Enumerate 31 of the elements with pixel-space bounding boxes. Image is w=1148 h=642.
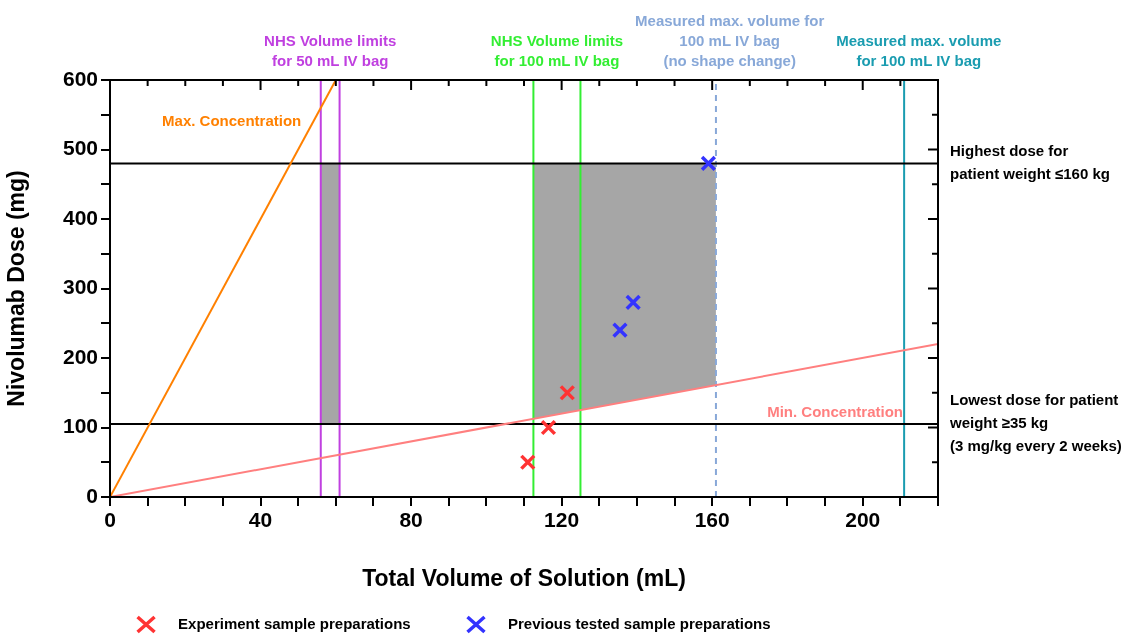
- x-tick-label: 80: [399, 508, 423, 532]
- y-tick-label: 600: [62, 66, 98, 90]
- point: [519, 454, 536, 471]
- series-label: Min. Concentration: [767, 402, 903, 420]
- ref-line-label: Highest dose for patient weight ≤160 kg: [950, 142, 1110, 183]
- series-label: Max. Concentration: [162, 111, 302, 129]
- x-tick-label: 0: [104, 508, 116, 532]
- y-tick-label: 200: [62, 344, 98, 368]
- point: [559, 384, 576, 401]
- x-tick-label: 200: [845, 508, 881, 532]
- point: [540, 419, 557, 436]
- point: [611, 322, 629, 339]
- legend-label: Experiment sample preparations: [165, 614, 445, 632]
- x-tick-label: 120: [544, 508, 580, 532]
- legend-label: Previous tested sample preparations: [495, 614, 804, 632]
- x-tick-label: 160: [694, 508, 730, 532]
- x-tick-label: 40: [248, 508, 273, 532]
- y-tick-label: 300: [62, 275, 98, 299]
- ref-line-label: Measured max. volume for 100 mL IV bag: [836, 32, 1002, 69]
- y-tick-label: 0: [86, 483, 98, 507]
- y-tick-label: 500: [62, 136, 98, 160]
- point: [700, 155, 717, 172]
- ref-line-label: NHS Volume limits for 100 mL IV bag: [490, 32, 624, 69]
- point: [625, 294, 642, 311]
- y-axis-title: Nivolumab Dose (mg): [3, 170, 30, 407]
- ref-line-label: Measured max. volume for 100 mL IV bag (no shape change): [635, 12, 825, 69]
- ref-line-label: Lowest dose for patient weight ≥35 kg (3 mg/kg every 2 weeks): [949, 391, 1122, 455]
- x-axis-title: Total Volume of Solution (mL): [362, 564, 686, 591]
- y-tick-label: 400: [62, 205, 98, 229]
- ref-line-label: NHS Volume limits for 50 mL IV bag: [264, 32, 397, 69]
- y-tick-label: 100: [62, 414, 98, 438]
